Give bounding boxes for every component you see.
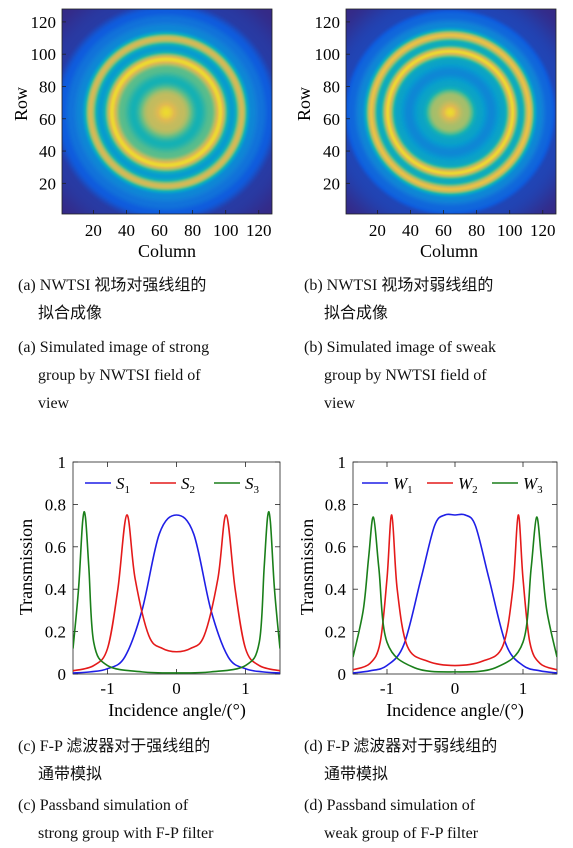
xlabel-b: Column <box>420 241 478 261</box>
xlabel-a: Column <box>138 241 196 261</box>
legend-label: S1 <box>116 474 130 496</box>
caption-line: (d) Passband simulation of <box>304 797 476 814</box>
caption-line: group by NWTSI field of <box>324 367 487 384</box>
y-tick-label: 0.8 <box>45 495 66 514</box>
y-tick-label: 0.2 <box>45 623 66 642</box>
xlabel-d: Incidence angle/(°) <box>386 700 524 721</box>
ylabel-b: Row <box>294 87 314 121</box>
x-tick-label: 0 <box>451 679 460 698</box>
caption-line: strong group with F-P filter <box>38 825 214 842</box>
y-tick-label: 1 <box>58 453 67 472</box>
y-tick-label: 20 <box>323 174 340 193</box>
caption-d-en: (d) Passband simulation of weak group of… <box>304 792 478 848</box>
y-tick-label: 20 <box>39 174 56 193</box>
x-tick-label: 60 <box>435 221 452 240</box>
series-line-w1 <box>353 513 557 674</box>
caption-line: view <box>324 395 356 412</box>
caption-a-en: (a) Simulated image of strong group by N… <box>18 334 209 418</box>
x-tick-label: 60 <box>151 221 168 240</box>
y-tick-label: 60 <box>39 110 56 129</box>
y-tick-label: 0.2 <box>325 623 346 642</box>
caption-line: 拟合成像 <box>324 305 389 322</box>
series-line-w2 <box>353 514 557 671</box>
series-line-s3 <box>73 511 280 674</box>
y-tick-label: 1 <box>338 453 347 472</box>
caption-line: 通带模拟 <box>324 766 389 783</box>
x-tick-label: 80 <box>468 221 485 240</box>
y-tick-label: 80 <box>39 77 56 96</box>
ylabel-a: Row <box>11 87 31 121</box>
caption-b-en: (b) Simulated image of sweak group by NW… <box>304 334 496 418</box>
ylabel-d: Transmission <box>297 519 317 615</box>
x-tick-label: -1 <box>100 679 114 698</box>
caption-a-cn: (a) NWTSI 视场对强线组的 拟合成像 <box>18 272 206 328</box>
caption-c-cn: (c) F-P 滤波器对于强线组的 通带模拟 <box>18 733 210 789</box>
y-tick-label: 0.6 <box>325 538 346 557</box>
y-tick-label: 40 <box>39 142 56 161</box>
caption-line: (a) NWTSI 视场对强线组的 <box>18 277 207 294</box>
y-tick-label: 0.4 <box>325 580 347 599</box>
caption-line: (b) Simulated image of sweak <box>304 339 496 356</box>
x-tick-label: 80 <box>184 221 201 240</box>
x-tick-label: 120 <box>530 221 556 240</box>
legend-label: W1 <box>393 474 413 496</box>
y-tick-label: 0.6 <box>45 538 66 557</box>
caption-line: 拟合成像 <box>38 305 103 322</box>
x-tick-label: 1 <box>519 679 528 698</box>
caption-line: group by NWTSI field of <box>38 367 201 384</box>
caption-d-cn: (d) F-P 滤波器对于弱线组的 通带模拟 <box>304 733 497 789</box>
y-tick-label: 0.4 <box>45 580 67 599</box>
caption-c-en: (c) Passband simulation of strong group … <box>18 792 213 848</box>
ylabel-c: Transmission <box>16 519 36 615</box>
y-tick-label: 0 <box>338 665 347 684</box>
line-chart-d: -1 0 1 0 0.2 0.4 0.6 0.8 1 W1 W2 W3 Incidence angl… <box>297 453 558 721</box>
legend-label: S3 <box>245 474 260 496</box>
y-tick-label: 0 <box>58 665 67 684</box>
y-tick-label: 100 <box>31 45 57 64</box>
y-tick-label: 80 <box>323 77 340 96</box>
caption-line: (c) Passband simulation of <box>18 797 189 814</box>
x-tick-label: 40 <box>118 221 135 240</box>
series-line-w3 <box>353 516 557 673</box>
x-tick-label: 20 <box>85 221 102 240</box>
line-chart-c: -1 0 1 0 0.2 0.4 0.6 0.8 1 S1 S2 S3 Incidence angl… <box>16 453 281 721</box>
caption-line: (d) F-P 滤波器对于弱线组的 <box>304 738 498 755</box>
caption-line: 通带模拟 <box>38 766 103 783</box>
x-tick-label: 100 <box>497 221 523 240</box>
y-tick-label: 120 <box>315 13 341 32</box>
caption-line: (a) Simulated image of strong <box>18 339 210 356</box>
x-tick-label: 100 <box>213 221 239 240</box>
legend-label: W3 <box>523 474 543 496</box>
x-tick-label: -1 <box>380 679 394 698</box>
caption-line: (c) F-P 滤波器对于强线组的 <box>18 738 211 755</box>
y-tick-label: 40 <box>323 142 340 161</box>
caption-line: weak group of F-P filter <box>324 825 479 842</box>
series-line-s1 <box>73 514 280 674</box>
legend-label: S2 <box>181 474 195 496</box>
heatmap-b: 20 40 60 80 100 120 20 40 60 80 100 120 Column Row <box>294 8 557 261</box>
caption-line: view <box>38 395 70 412</box>
x-tick-label: 0 <box>172 679 181 698</box>
series-line-s2 <box>73 514 280 672</box>
y-tick-label: 60 <box>323 110 340 129</box>
x-tick-label: 1 <box>241 679 250 698</box>
xlabel-c: Incidence angle/(°) <box>108 700 246 721</box>
heatmap-a: 20 40 60 80 100 120 20 40 60 80 100 120 Column Row <box>11 8 273 261</box>
legend-label: W2 <box>458 474 478 496</box>
caption-line: (b) NWTSI 视场对弱线组的 <box>304 277 494 294</box>
x-tick-label: 20 <box>369 221 386 240</box>
y-tick-label: 100 <box>315 45 341 64</box>
x-tick-label: 40 <box>402 221 419 240</box>
y-tick-label: 0.8 <box>325 495 346 514</box>
x-tick-label: 120 <box>246 221 272 240</box>
y-tick-label: 120 <box>31 13 57 32</box>
caption-b-cn: (b) NWTSI 视场对弱线组的 拟合成像 <box>304 272 493 328</box>
